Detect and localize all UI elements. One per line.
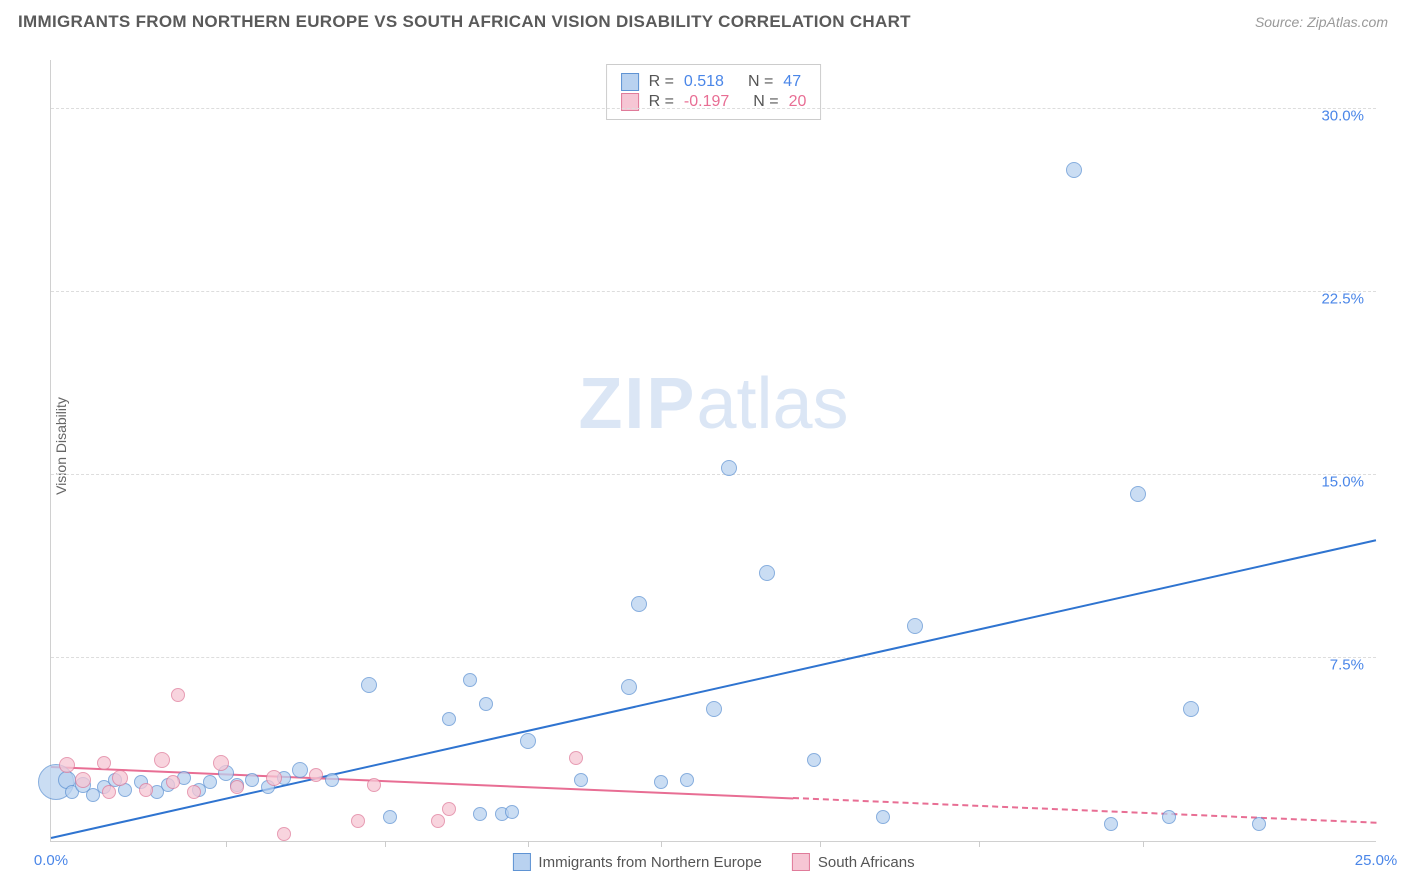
scatter-marker: [213, 755, 229, 771]
scatter-marker: [266, 770, 282, 786]
grid-line: [51, 108, 1376, 109]
scatter-marker: [102, 785, 116, 799]
source-attribution: Source: ZipAtlas.com: [1255, 14, 1388, 30]
legend-swatch: [512, 853, 530, 871]
x-tick-mark: [979, 841, 980, 847]
r-label: R =: [649, 73, 674, 91]
scatter-marker: [569, 751, 583, 765]
scatter-marker: [505, 805, 519, 819]
chart-title: IMMIGRANTS FROM NORTHERN EUROPE VS SOUTH…: [18, 12, 911, 32]
legend-item: Immigrants from Northern Europe: [512, 853, 761, 871]
scatter-marker: [431, 814, 445, 828]
x-tick-mark: [661, 841, 662, 847]
scatter-marker: [203, 775, 217, 789]
x-tick-mark: [226, 841, 227, 847]
watermark-zip: ZIP: [578, 364, 696, 444]
x-tick-mark: [528, 841, 529, 847]
y-tick-label: 30.0%: [1321, 107, 1364, 124]
scatter-marker: [361, 677, 377, 693]
scatter-marker: [807, 753, 821, 767]
r-value: 0.518: [684, 73, 724, 91]
scatter-marker: [721, 460, 737, 476]
y-tick-label: 7.5%: [1330, 656, 1364, 673]
scatter-marker: [292, 762, 308, 778]
series-legend: Immigrants from Northern Europe South Afr…: [512, 853, 914, 871]
scatter-marker: [1104, 817, 1118, 831]
scatter-chart: ZIPatlas R =0.518N =47R =-0.197N =20 Imm…: [50, 60, 1376, 842]
scatter-marker: [97, 756, 111, 770]
chart-header: IMMIGRANTS FROM NORTHERN EUROPE VS SOUTH…: [18, 12, 1388, 32]
x-tick-mark: [1143, 841, 1144, 847]
scatter-marker: [367, 778, 381, 792]
scatter-marker: [1183, 701, 1199, 717]
scatter-marker: [325, 773, 339, 787]
scatter-marker: [187, 785, 201, 799]
scatter-marker: [442, 802, 456, 816]
grid-line: [51, 291, 1376, 292]
scatter-marker: [621, 679, 637, 695]
x-tick-label: 25.0%: [1355, 852, 1398, 869]
scatter-marker: [171, 688, 185, 702]
scatter-marker: [876, 810, 890, 824]
scatter-marker: [139, 783, 153, 797]
legend-swatch: [792, 853, 810, 871]
scatter-marker: [230, 780, 244, 794]
scatter-marker: [59, 757, 75, 773]
legend-label: South Africans: [818, 854, 915, 871]
scatter-marker: [654, 775, 668, 789]
scatter-marker: [442, 712, 456, 726]
legend-item: South Africans: [792, 853, 915, 871]
watermark-atlas: atlas: [696, 364, 848, 444]
scatter-marker: [1130, 486, 1146, 502]
scatter-marker: [473, 807, 487, 821]
legend-label: Immigrants from Northern Europe: [538, 854, 761, 871]
stats-row: R = 0.518 N = 47: [621, 73, 807, 91]
scatter-marker: [383, 810, 397, 824]
scatter-marker: [631, 596, 647, 612]
scatter-marker: [277, 827, 291, 841]
x-tick-label: 0.0%: [34, 852, 68, 869]
scatter-marker: [907, 618, 923, 634]
scatter-marker: [706, 701, 722, 717]
y-tick-label: 15.0%: [1321, 473, 1364, 490]
scatter-marker: [479, 697, 493, 711]
scatter-marker: [154, 752, 170, 768]
scatter-marker: [463, 673, 477, 687]
scatter-marker: [166, 775, 180, 789]
scatter-marker: [245, 773, 259, 787]
watermark: ZIPatlas: [578, 363, 848, 445]
grid-line: [51, 474, 1376, 475]
scatter-marker: [112, 770, 128, 786]
n-label: N =: [748, 73, 773, 91]
scatter-marker: [759, 565, 775, 581]
scatter-marker: [75, 772, 91, 788]
scatter-marker: [351, 814, 365, 828]
scatter-marker: [1066, 162, 1082, 178]
scatter-marker: [574, 773, 588, 787]
grid-line: [51, 657, 1376, 658]
scatter-marker: [1252, 817, 1266, 831]
x-tick-mark: [385, 841, 386, 847]
legend-swatch: [621, 73, 639, 91]
scatter-marker: [680, 773, 694, 787]
correlation-stats-box: R =0.518N =47R =-0.197N =20: [606, 64, 822, 120]
scatter-marker: [309, 768, 323, 782]
y-tick-label: 22.5%: [1321, 290, 1364, 307]
scatter-marker: [1162, 810, 1176, 824]
n-value: 47: [783, 73, 801, 91]
x-tick-mark: [820, 841, 821, 847]
scatter-marker: [520, 733, 536, 749]
